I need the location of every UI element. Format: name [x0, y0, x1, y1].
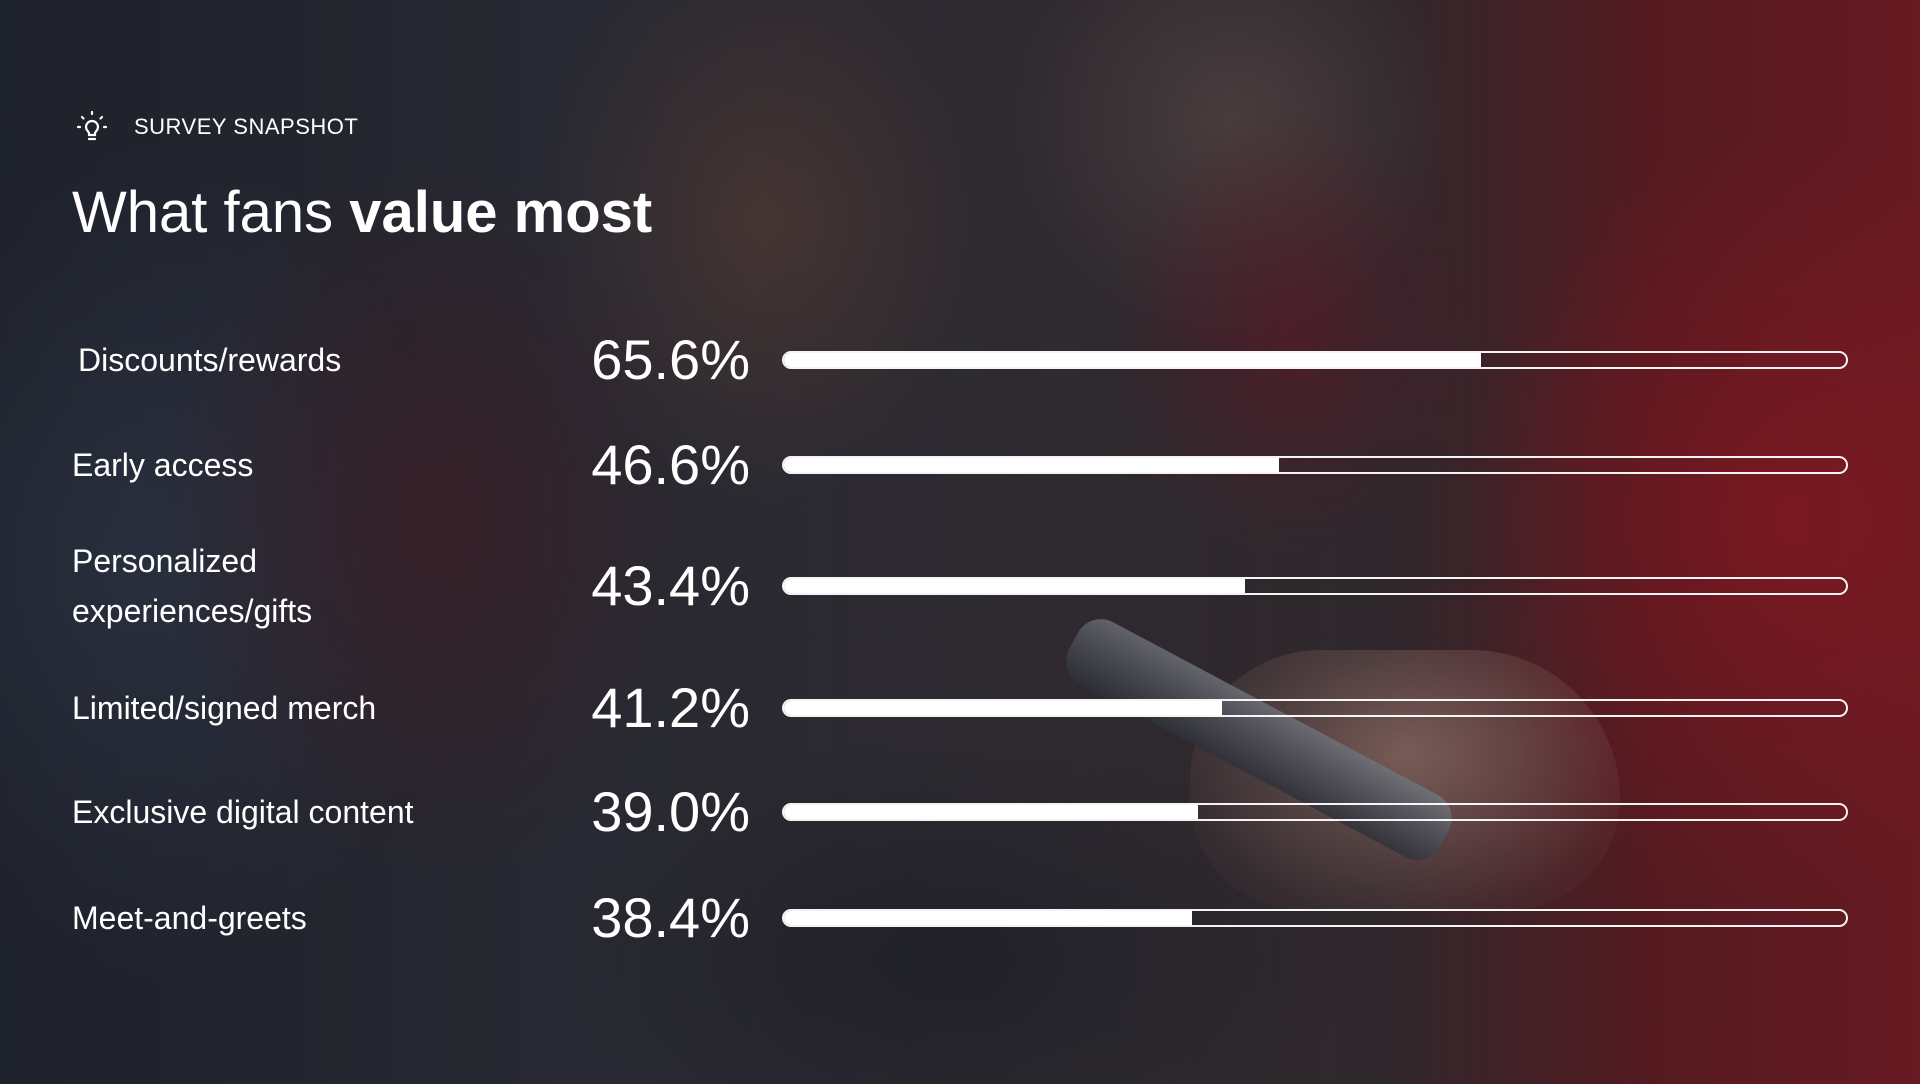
bar-track	[782, 351, 1848, 369]
bar	[784, 579, 1245, 593]
bar	[784, 701, 1222, 715]
value-label: 43.4%	[591, 554, 750, 617]
bar	[784, 805, 1199, 819]
bar-track	[782, 699, 1848, 717]
eyebrow: SURVEY SNAPSHOT	[72, 108, 358, 146]
page-title: What fans value most	[72, 176, 652, 250]
bar-track	[782, 803, 1848, 821]
bar-track	[782, 909, 1848, 927]
bar	[784, 911, 1192, 925]
bar-track	[782, 577, 1848, 595]
category-label: Discounts/rewards	[78, 342, 342, 378]
bar	[784, 458, 1279, 472]
title-emphasis: value most	[349, 180, 653, 245]
bar	[784, 353, 1481, 367]
title-prefix: What fans	[72, 180, 350, 245]
lightbulb-icon	[76, 110, 108, 141]
category-label: Exclusive digital content	[72, 794, 414, 830]
value-label: 65.6%	[591, 328, 750, 391]
value-label: 39.0%	[591, 780, 750, 843]
eyebrow-label: SURVEY SNAPSHOT	[134, 114, 359, 139]
value-label: 38.4%	[591, 886, 750, 949]
value-label: 41.2%	[591, 676, 750, 739]
category-label: Meet-and-greets	[72, 900, 307, 936]
category-label: Personalized experiences/gifts	[72, 543, 313, 629]
value-label: 46.6%	[591, 433, 750, 496]
bar-track	[782, 456, 1848, 474]
category-label: Limited/signed merch	[72, 690, 377, 726]
category-label: Early access	[72, 447, 254, 483]
